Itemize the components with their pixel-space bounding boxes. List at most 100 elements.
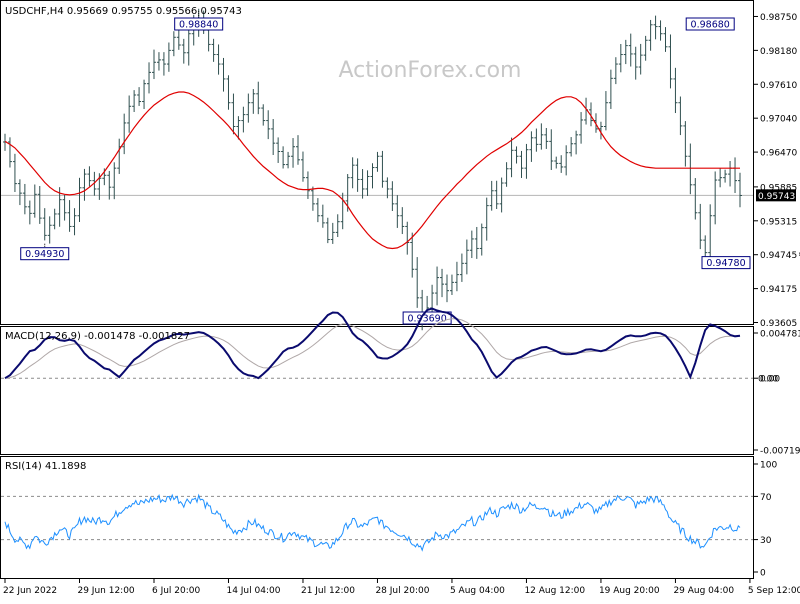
price-bar [718, 168, 723, 188]
rsi-line [4, 493, 741, 552]
price-bar [435, 266, 440, 306]
price-tick-label: 0.94745 [760, 251, 797, 261]
price-layer: 0.98750 0.98180 0.97610 0.97040 0.96470 0.958… [1, 8, 800, 331]
price-bar [380, 150, 385, 188]
price-bar [673, 67, 678, 114]
price-bar [112, 162, 117, 200]
price-tick-label: 0.98750 [760, 13, 797, 23]
price-bar [549, 129, 554, 170]
price-bar [17, 179, 22, 206]
price-bar [663, 27, 668, 52]
price-bar [638, 43, 643, 75]
price-bar [365, 170, 370, 196]
macd-zero-label: 0.00 [758, 375, 778, 385]
price-bar [440, 268, 445, 298]
price-bar [504, 162, 509, 187]
price-bar [464, 239, 469, 275]
annotation-label: 0.93690 [407, 314, 446, 325]
price-bar [633, 46, 638, 80]
price-bar [246, 93, 251, 123]
price-bar [484, 197, 489, 241]
price-bar [688, 143, 693, 195]
price-bar [330, 222, 335, 244]
price-bar [42, 208, 47, 241]
price-bar [305, 171, 310, 199]
macd-main-line [4, 307, 741, 380]
annotation-box [174, 17, 224, 31]
price-bar [693, 178, 698, 220]
price-bar [608, 69, 613, 109]
price-bar [161, 52, 166, 76]
watermark: ActionForex.com [339, 58, 522, 83]
price-bar [137, 87, 142, 106]
macd-tick-label: 0.00 [760, 375, 780, 385]
price-bar [127, 95, 132, 133]
price-bar [683, 121, 688, 167]
axis-layer: 22 Jun 2022 29 Jun 12:00 6 Jul 20:00 14 Jul… [3, 579, 800, 596]
price-tick-label: 0.95885 [760, 183, 797, 193]
price-bar [618, 43, 623, 73]
price-bar [628, 33, 633, 67]
price-bar [559, 155, 564, 173]
annotation-box [685, 17, 735, 31]
time-tick-label: 5 Sep 12:00 [748, 586, 800, 596]
price-bar [648, 19, 653, 51]
price-bar [22, 183, 27, 215]
price-bar [524, 143, 529, 179]
price-bar [166, 42, 171, 72]
annotation-label: 0.98680 [691, 20, 730, 31]
price-bar [27, 200, 32, 225]
price-bar [236, 116, 241, 140]
price-bar [449, 274, 454, 295]
annotation-box [701, 256, 751, 270]
price-bar [62, 194, 67, 221]
price-bar [385, 177, 390, 199]
price-tick-label: 0.93605 [760, 319, 797, 329]
price-bar [12, 153, 17, 193]
price-bar [698, 203, 703, 250]
price-bar [400, 207, 405, 235]
price-bar [738, 172, 742, 208]
rsi-title: RSI(14) 41.1898 [5, 461, 86, 472]
price-bar [713, 171, 718, 225]
price-bar [653, 15, 658, 40]
price-bar [7, 137, 12, 168]
price-bar [529, 131, 534, 162]
price-bar [723, 169, 728, 183]
price-bar [132, 90, 137, 112]
price-bar [216, 44, 221, 75]
time-tick-label: 12 Aug 12:00 [524, 586, 585, 596]
price-bar [142, 79, 147, 110]
time-tick-label: 21 Jul 12:00 [301, 586, 355, 596]
price-bar [231, 93, 236, 135]
price-bar [444, 274, 449, 303]
rsi-tick-label: 30 [760, 536, 772, 546]
price-bar [286, 151, 291, 169]
price-tick-label: 0.98180 [760, 47, 797, 57]
price-tick-label: 0.94175 [760, 285, 797, 295]
price-bar [454, 261, 459, 292]
price-bar [37, 186, 42, 224]
price-bar [554, 156, 559, 169]
price-bar [574, 130, 579, 155]
price-bar [325, 217, 330, 244]
price-bar [678, 96, 683, 136]
price-bar [281, 146, 286, 169]
price-bar [474, 226, 479, 259]
price-tick-label: 0.95315 [760, 217, 797, 227]
price-bar [534, 128, 539, 152]
current-price-label: 0.95743 [758, 192, 795, 202]
price-bar [350, 157, 355, 189]
price-bar [415, 257, 420, 308]
price-bar [32, 184, 37, 218]
price-bar [395, 195, 400, 228]
price-bar [67, 200, 72, 232]
price-bar [519, 150, 524, 178]
price-bar [276, 137, 281, 163]
price-bar [494, 180, 499, 210]
price-bar [668, 34, 673, 89]
price-bar [479, 223, 484, 256]
macd-tick-label: -0.007191 [760, 447, 800, 457]
